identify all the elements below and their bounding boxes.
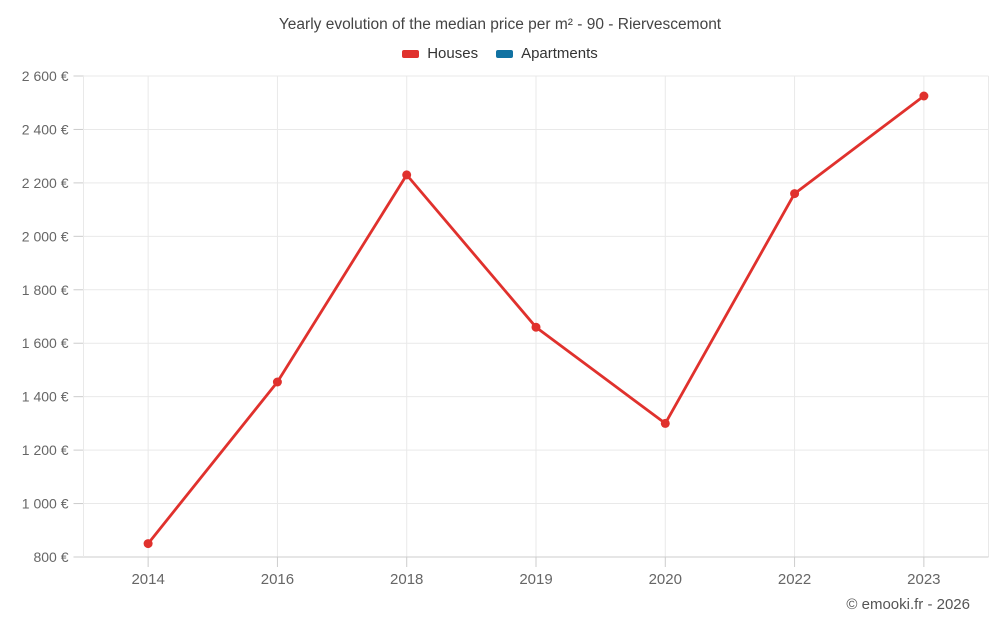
y-axis-label: 800 € — [33, 549, 68, 565]
y-axis-label: 2 400 € — [22, 121, 69, 137]
y-axis-label: 1 800 € — [22, 282, 69, 298]
x-axis-label: 2022 — [778, 571, 811, 588]
legend-item-houses[interactable]: Houses — [402, 45, 478, 62]
chart-legend: Houses Apartments — [0, 45, 1000, 62]
legend-label: Houses — [427, 45, 479, 62]
data-point-houses-2014[interactable] — [143, 539, 153, 549]
y-axis-label: 1 200 € — [22, 442, 69, 458]
data-point-houses-2018[interactable] — [402, 170, 412, 180]
data-point-houses-2020[interactable] — [660, 418, 670, 428]
x-axis-label: 2018 — [390, 571, 423, 588]
y-axis-label: 1 000 € — [22, 496, 69, 512]
x-axis-label: 2016 — [261, 571, 294, 588]
legend-swatch-apartments — [496, 49, 514, 58]
y-axis-label: 2 200 € — [22, 175, 69, 191]
credit-text: © emooki.fr - 2026 — [846, 596, 970, 613]
y-axis-label: 2 000 € — [22, 228, 69, 244]
x-axis-label: 2023 — [907, 571, 940, 588]
data-point-houses-2019[interactable] — [531, 322, 541, 332]
data-point-houses-2023[interactable] — [919, 91, 929, 101]
x-axis-label: 2020 — [649, 571, 682, 588]
data-point-houses-2022[interactable] — [790, 189, 800, 199]
x-axis-label: 2019 — [519, 571, 552, 588]
y-axis-label: 2 600 € — [22, 68, 69, 84]
y-axis-label: 1 600 € — [22, 335, 69, 351]
y-axis-label: 1 400 € — [22, 389, 69, 405]
x-axis-label: 2014 — [131, 571, 164, 588]
data-point-houses-2016[interactable] — [272, 377, 282, 387]
legend-item-apartments[interactable]: Apartments — [496, 45, 598, 62]
legend-label: Apartments — [521, 45, 598, 62]
chart-title: Yearly evolution of the median price per… — [278, 16, 722, 33]
legend-swatch-houses — [402, 49, 420, 58]
